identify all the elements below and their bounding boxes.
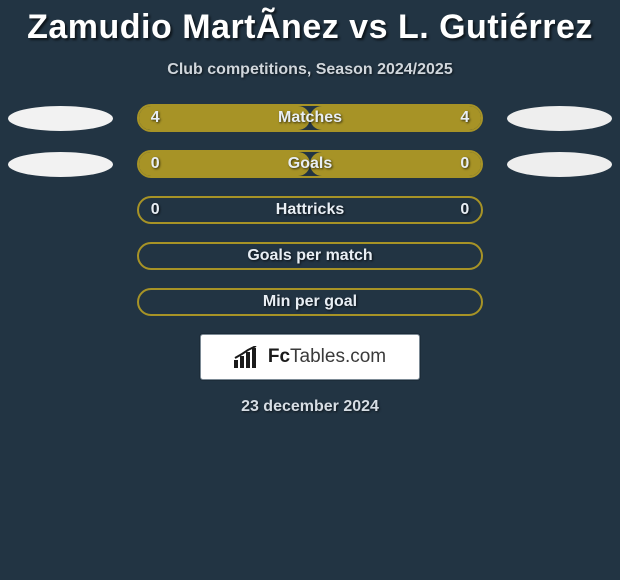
left-ellipse-wrap bbox=[0, 152, 137, 177]
footer-brand-badge[interactable]: FcTables.com bbox=[200, 334, 420, 380]
player2-ellipse bbox=[507, 152, 612, 177]
stat-row: 4Matches4 bbox=[0, 104, 620, 132]
stat-bar: 0Goals0 bbox=[137, 150, 484, 178]
player2-ellipse bbox=[507, 106, 612, 131]
stat-bar: Goals per match bbox=[137, 242, 484, 270]
stat-label: Goals per match bbox=[139, 247, 482, 265]
right-ellipse-wrap bbox=[483, 106, 620, 131]
stat-value-right: 4 bbox=[460, 109, 469, 127]
stat-bar: Min per goal bbox=[137, 288, 484, 316]
stat-label: Matches bbox=[139, 109, 482, 127]
right-ellipse-wrap bbox=[483, 152, 620, 177]
player1-ellipse bbox=[8, 106, 113, 131]
stat-label: Hattricks bbox=[139, 201, 482, 219]
stat-row: 0Hattricks0 bbox=[0, 196, 620, 224]
stat-label: Goals bbox=[139, 155, 482, 173]
stat-row: Min per goal bbox=[0, 288, 620, 316]
stat-value-right: 0 bbox=[460, 155, 469, 173]
page-subtitle: Club competitions, Season 2024/2025 bbox=[0, 61, 620, 79]
left-ellipse-wrap bbox=[0, 106, 137, 131]
bar-chart-icon bbox=[234, 346, 262, 368]
stat-row: Goals per match bbox=[0, 242, 620, 270]
footer-date: 23 december 2024 bbox=[0, 398, 620, 416]
stat-value-right: 0 bbox=[460, 201, 469, 219]
stat-row: 0Goals0 bbox=[0, 150, 620, 178]
stat-label: Min per goal bbox=[139, 293, 482, 311]
brand-logo: FcTables.com bbox=[234, 346, 386, 368]
comparison-rows: 4Matches40Goals00Hattricks0Goals per mat… bbox=[0, 104, 620, 316]
stat-bar: 0Hattricks0 bbox=[137, 196, 484, 224]
player1-ellipse bbox=[8, 152, 113, 177]
stat-bar: 4Matches4 bbox=[137, 104, 484, 132]
brand-text: FcTables.com bbox=[268, 346, 386, 368]
page-title: Zamudio MartÃnez vs L. Gutiérrez bbox=[0, 8, 620, 47]
